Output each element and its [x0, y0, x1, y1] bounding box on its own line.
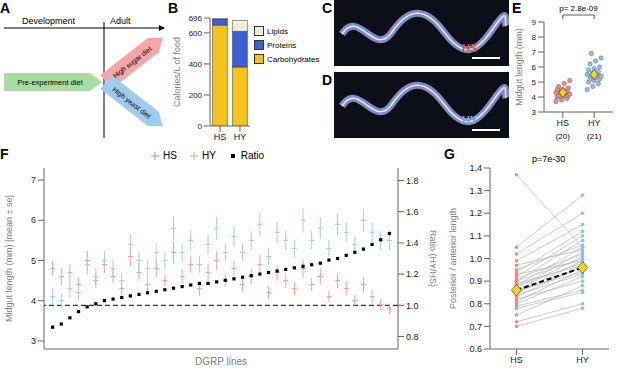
svg-text:1.4: 1.4 — [469, 163, 482, 173]
svg-text:1.0: 1.0 — [469, 254, 482, 264]
svg-text:9: 9 — [532, 18, 537, 27]
svg-text:200: 200 — [189, 91, 203, 100]
svg-text:3: 3 — [31, 336, 36, 346]
html-text:Lipids: Lipids — [267, 26, 288, 36]
svg-text:HY: HY — [234, 132, 247, 142]
svg-text:1.8: 1.8 — [406, 176, 419, 186]
html-text:Proteins: Proteins — [267, 40, 297, 50]
html-text:D: D — [322, 72, 333, 88]
html-text:p=7e-30: p=7e-30 — [532, 154, 566, 164]
svg-text:6: 6 — [31, 215, 36, 225]
html-text:Carbohydrates: Carbohydrates — [267, 54, 320, 64]
svg-text:DGRP lines: DGRP lines — [195, 356, 247, 367]
svg-text:6: 6 — [532, 63, 537, 72]
svg-text:Adult: Adult — [110, 16, 131, 26]
svg-text:1.1: 1.1 — [469, 231, 482, 241]
html-text:B: B — [168, 0, 179, 16]
svg-text:0.8: 0.8 — [469, 299, 482, 309]
svg-text:1.0: 1.0 — [406, 301, 419, 311]
svg-text:0.8: 0.8 — [406, 332, 419, 342]
html-text:C: C — [322, 0, 333, 16]
html-text:A: A — [0, 0, 11, 16]
svg-text:3: 3 — [532, 108, 537, 117]
svg-text:HY: HY — [462, 114, 478, 126]
svg-text:696: 696 — [189, 14, 203, 23]
html-text:HS: HS — [163, 150, 177, 161]
svg-text:1.2: 1.2 — [469, 208, 482, 218]
html-text:Ratio: Ratio — [240, 150, 265, 161]
html-text:HY: HY — [201, 150, 216, 161]
svg-text:600: 600 — [189, 29, 203, 38]
svg-text:1.6: 1.6 — [406, 207, 419, 217]
svg-text:0: 0 — [198, 122, 203, 131]
svg-text:(21): (21) — [587, 132, 602, 141]
svg-text:Posterior / anterior length: Posterior / anterior length — [448, 208, 458, 309]
svg-text:HS: HS — [462, 42, 477, 54]
html-text:E: E — [512, 0, 522, 16]
svg-text:Development: Development — [22, 16, 76, 26]
svg-text:HY: HY — [588, 118, 601, 128]
svg-text:HS: HS — [510, 355, 523, 365]
html-text:F: F — [0, 146, 9, 162]
svg-text:5: 5 — [31, 256, 36, 266]
svg-text:High sugar diet: High sugar diet — [112, 45, 154, 80]
svg-text:Midgut length (mm) [mean ± se]: Midgut length (mm) [mean ± se] — [4, 195, 14, 322]
svg-text:7: 7 — [31, 175, 36, 185]
svg-text:HY: HY — [576, 355, 589, 365]
svg-text:(20): (20) — [556, 132, 571, 141]
svg-text:1.4: 1.4 — [406, 238, 419, 248]
svg-text:400: 400 — [189, 60, 203, 69]
svg-text:0.6: 0.6 — [469, 344, 482, 354]
svg-text:0.9: 0.9 — [469, 276, 482, 286]
svg-text:4: 4 — [31, 296, 36, 306]
svg-text:Ratio (HY/HS): Ratio (HY/HS) — [428, 230, 438, 287]
svg-text:0.7: 0.7 — [469, 322, 482, 332]
svg-text:8: 8 — [532, 33, 537, 42]
svg-text:Midgut length (mm): Midgut length (mm) — [514, 28, 524, 106]
svg-text:7: 7 — [532, 48, 537, 57]
svg-text:4: 4 — [532, 93, 537, 102]
svg-text:p= 2.8e-09: p= 2.8e-09 — [559, 4, 598, 13]
svg-text:1.3: 1.3 — [469, 186, 482, 196]
svg-text:1.2: 1.2 — [406, 269, 419, 279]
svg-text:High yeast diet: High yeast diet — [111, 86, 152, 121]
html-text:G: G — [444, 146, 455, 162]
svg-text:5: 5 — [532, 78, 537, 87]
svg-text:Calories/L of food: Calories/L of food — [172, 37, 182, 107]
svg-text:HS: HS — [557, 118, 570, 128]
svg-text:HS: HS — [214, 132, 227, 142]
svg-text:Pre-experiment diet: Pre-experiment diet — [17, 78, 83, 87]
